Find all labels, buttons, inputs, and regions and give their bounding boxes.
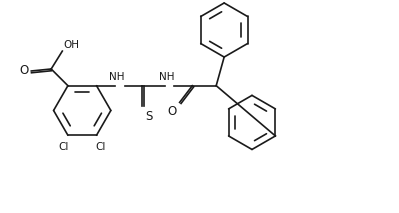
Text: Cl: Cl bbox=[95, 142, 106, 152]
Text: O: O bbox=[19, 65, 28, 78]
Text: S: S bbox=[145, 110, 152, 123]
Text: O: O bbox=[167, 105, 176, 118]
Text: NH: NH bbox=[109, 72, 125, 82]
Text: OH: OH bbox=[63, 39, 79, 49]
Text: Cl: Cl bbox=[59, 142, 69, 152]
Text: NH: NH bbox=[159, 72, 174, 82]
